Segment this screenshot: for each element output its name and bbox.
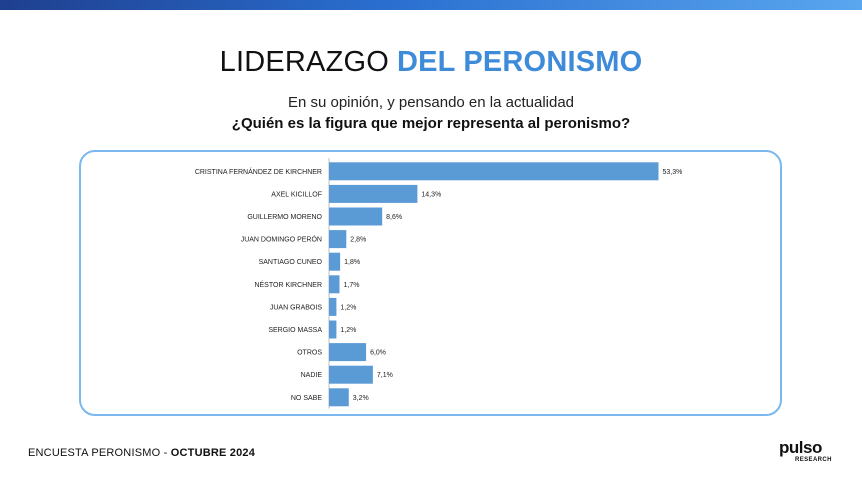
bar: [329, 162, 659, 181]
footer-source: ENCUESTA PERONISMO - OCTUBRE 2024: [28, 447, 255, 459]
bar: [329, 320, 337, 339]
logo-word: pulso: [779, 438, 822, 457]
category-label: SERGIO MASSA: [268, 327, 322, 334]
category-label: JUAN DOMINGO PERÓN: [241, 235, 322, 244]
chart-frame: [79, 150, 782, 416]
data-label: 6,0%: [370, 350, 386, 357]
category-label: NO SABE: [291, 395, 322, 402]
page-title: LIDERAZGO DEL PERONISMO: [0, 46, 862, 79]
category-label: NÉSTOR KIRCHNER: [254, 280, 322, 289]
category-label: AXEL KICILLOF: [271, 191, 322, 198]
bar: [329, 365, 373, 384]
footer-survey: ENCUESTA PERONISMO -: [28, 447, 171, 459]
category-label: OTROS: [297, 350, 322, 357]
question: ¿Quién es la figura que mejor representa…: [231, 115, 631, 132]
data-label: 2,8%: [350, 237, 366, 244]
data-label: 3,2%: [353, 395, 369, 402]
category-label: CRISTINA FERNÁNDEZ DE KIRCHNER: [195, 167, 322, 176]
bar: [329, 230, 347, 249]
bar: [329, 252, 341, 271]
pulso-logo: pulso RESEARCH: [779, 438, 839, 468]
title-part-1: LIDERAZGO: [219, 46, 389, 78]
bar: [329, 388, 349, 407]
bar: [329, 297, 337, 316]
bar: [329, 275, 340, 294]
data-label: 1,7%: [344, 282, 360, 289]
data-label: 1,8%: [344, 259, 360, 266]
top-accent-bar: [0, 0, 862, 10]
bar: [329, 207, 383, 226]
data-label: 1,2%: [340, 327, 356, 334]
bar: [329, 184, 418, 203]
category-label: NADIE: [301, 372, 323, 379]
subtitle: En su opinión, y pensando en la actualid…: [287, 94, 575, 111]
data-label: 14,3%: [421, 191, 441, 198]
bar: [329, 343, 367, 362]
bar-chart: CRISTINA FERNÁNDEZ DE KIRCHNER 53,3% AXEL …: [195, 158, 682, 409]
category-label: SANTIAGO CUNEO: [259, 259, 323, 266]
data-label: 53,3%: [662, 169, 682, 176]
data-label: 1,2%: [340, 304, 356, 311]
data-label: 7,1%: [377, 372, 393, 379]
category-label: GUILLERMO MORENO: [247, 214, 322, 221]
data-label: 8,6%: [386, 214, 402, 221]
title-part-2: DEL PERONISMO: [397, 46, 643, 78]
category-label: JUAN GRABOIS: [270, 304, 322, 311]
logo-sub: RESEARCH: [795, 457, 832, 463]
footer-date: OCTUBRE 2024: [170, 447, 256, 459]
